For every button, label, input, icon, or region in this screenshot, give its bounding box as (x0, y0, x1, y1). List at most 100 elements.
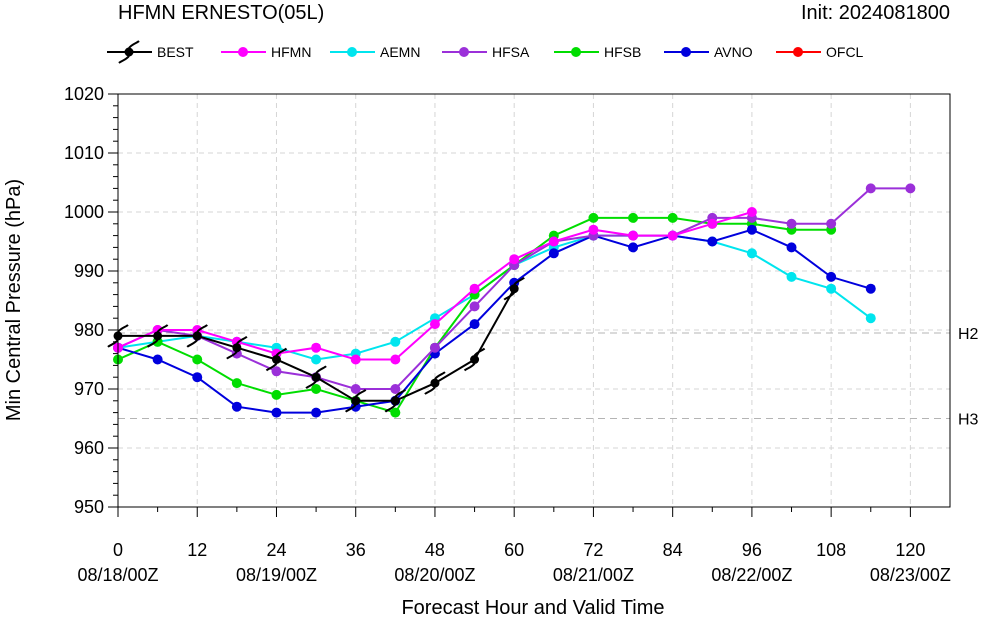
data-point-hfsb (667, 212, 678, 223)
data-point-hfsa (390, 384, 401, 394)
data-point-hfsa (429, 342, 440, 353)
valid-time-label: 08/21/00Z (553, 565, 634, 585)
hurricane-arm (265, 362, 278, 372)
hurricane-arm (384, 404, 397, 413)
data-point-aemn (786, 271, 797, 282)
hurricane-arm (196, 324, 208, 333)
data-point-avno (865, 283, 876, 294)
data-point-best (424, 371, 446, 395)
legend-item-hfsb: HFSB (554, 44, 641, 60)
series-line-avno (117, 228, 872, 414)
legend: BEST HFMN AEMN HFSA HFSB AVNO OFCL (107, 40, 864, 64)
data-point-avno (231, 401, 242, 412)
data-point-hfsa (469, 301, 480, 312)
hurricane-core (430, 378, 440, 388)
y-axis-label: Min Central Pressure (hPa) (3, 179, 25, 421)
hurricane-arm (146, 339, 159, 348)
data-point-hfsb (231, 378, 242, 389)
data-point-best (345, 389, 367, 413)
series-line-hfsb (117, 216, 832, 414)
data-point-hfmn (707, 218, 718, 229)
legend-marker (459, 47, 469, 57)
valid-time-label: 08/23/00Z (870, 565, 951, 585)
legend-label: OFCL (826, 44, 864, 60)
hurricane-arm (345, 404, 357, 413)
legend-label: HFMN (271, 44, 311, 60)
legend-marker (118, 40, 140, 64)
reference-label: H3 (958, 412, 979, 429)
data-point-hfmn (509, 254, 520, 265)
y-tick-label: 1010 (64, 143, 104, 163)
hurricane-arm (128, 40, 140, 49)
x-axis-label: Forecast Hour and Valid Time (401, 597, 664, 618)
hurricane-core (232, 343, 242, 353)
hurricane-arm (424, 386, 436, 395)
hurricane-core (509, 284, 519, 294)
valid-time-label: 08/19/00Z (236, 565, 317, 585)
data-point-best (146, 324, 169, 348)
grid-lines (118, 94, 950, 507)
x-tick-label: 108 (816, 540, 846, 560)
data-point-aemn (865, 313, 876, 324)
valid-time-label: 08/20/00Z (394, 565, 475, 585)
init-time: Init: 2024081800 (801, 2, 950, 24)
data-point-best (305, 365, 327, 389)
data-point-hfmn (311, 342, 322, 353)
data-point-avno (628, 242, 639, 253)
hurricane-arm (503, 292, 515, 301)
hurricane-core (192, 331, 202, 341)
data-point-aemn (390, 336, 401, 347)
x-tick-label: 12 (187, 540, 207, 560)
data-point-best (186, 324, 208, 348)
x-tick-label: 0 (113, 540, 123, 560)
data-point-avno (826, 271, 837, 282)
legend-marker (793, 47, 803, 57)
data-point-hfmn (350, 354, 361, 365)
data-point-hfmn (628, 230, 639, 241)
hurricane-core (351, 396, 361, 406)
data-point-best (503, 276, 525, 301)
hurricane-arm (513, 276, 525, 286)
data-point-avno (469, 319, 480, 330)
legend-marker (238, 47, 248, 57)
data-point-best (265, 347, 288, 372)
series-best (107, 276, 525, 413)
y-tick-label: 960 (74, 438, 104, 458)
data-point-hfsa (826, 218, 837, 229)
hurricane-arm (354, 389, 367, 398)
legend-label: HFSB (604, 44, 641, 60)
valid-time-label: 08/22/00Z (711, 565, 792, 585)
hurricane-core (311, 372, 321, 382)
data-point-hfmn (588, 224, 599, 235)
series-hfsa (113, 183, 916, 394)
data-point-hfmn (746, 207, 757, 217)
data-point-hfsb (588, 212, 599, 223)
data-point-hfsa (865, 183, 876, 194)
legend-item-best: BEST (107, 40, 194, 64)
data-point-best (226, 335, 248, 360)
hurricane-core (153, 331, 163, 341)
hurricane-arm (186, 339, 199, 348)
hurricane-arm (473, 347, 486, 357)
data-point-hfsa (786, 218, 797, 229)
reference-label: H2 (958, 326, 979, 343)
legend-marker (571, 47, 581, 57)
hurricane-arm (117, 324, 129, 333)
x-tick-label: 72 (583, 540, 603, 560)
legend-label: HFSA (492, 44, 530, 60)
x-tick-label: 48 (425, 540, 445, 560)
hurricane-arm (275, 347, 288, 357)
y-tick-label: 1020 (64, 84, 104, 104)
y-tick-label: 1000 (64, 202, 104, 222)
data-point-hfsb (192, 354, 203, 365)
hurricane-core (470, 355, 480, 364)
x-tick-label: 84 (663, 540, 683, 560)
y-tick-label: 970 (74, 379, 104, 399)
data-point-hfmn (667, 230, 678, 241)
data-point-hfmn (469, 283, 480, 294)
data-point-hfsb (311, 384, 322, 394)
hurricane-arm (434, 371, 446, 380)
x-tick-label: 120 (895, 540, 925, 560)
legend-item-hfmn: HFMN (221, 44, 311, 60)
